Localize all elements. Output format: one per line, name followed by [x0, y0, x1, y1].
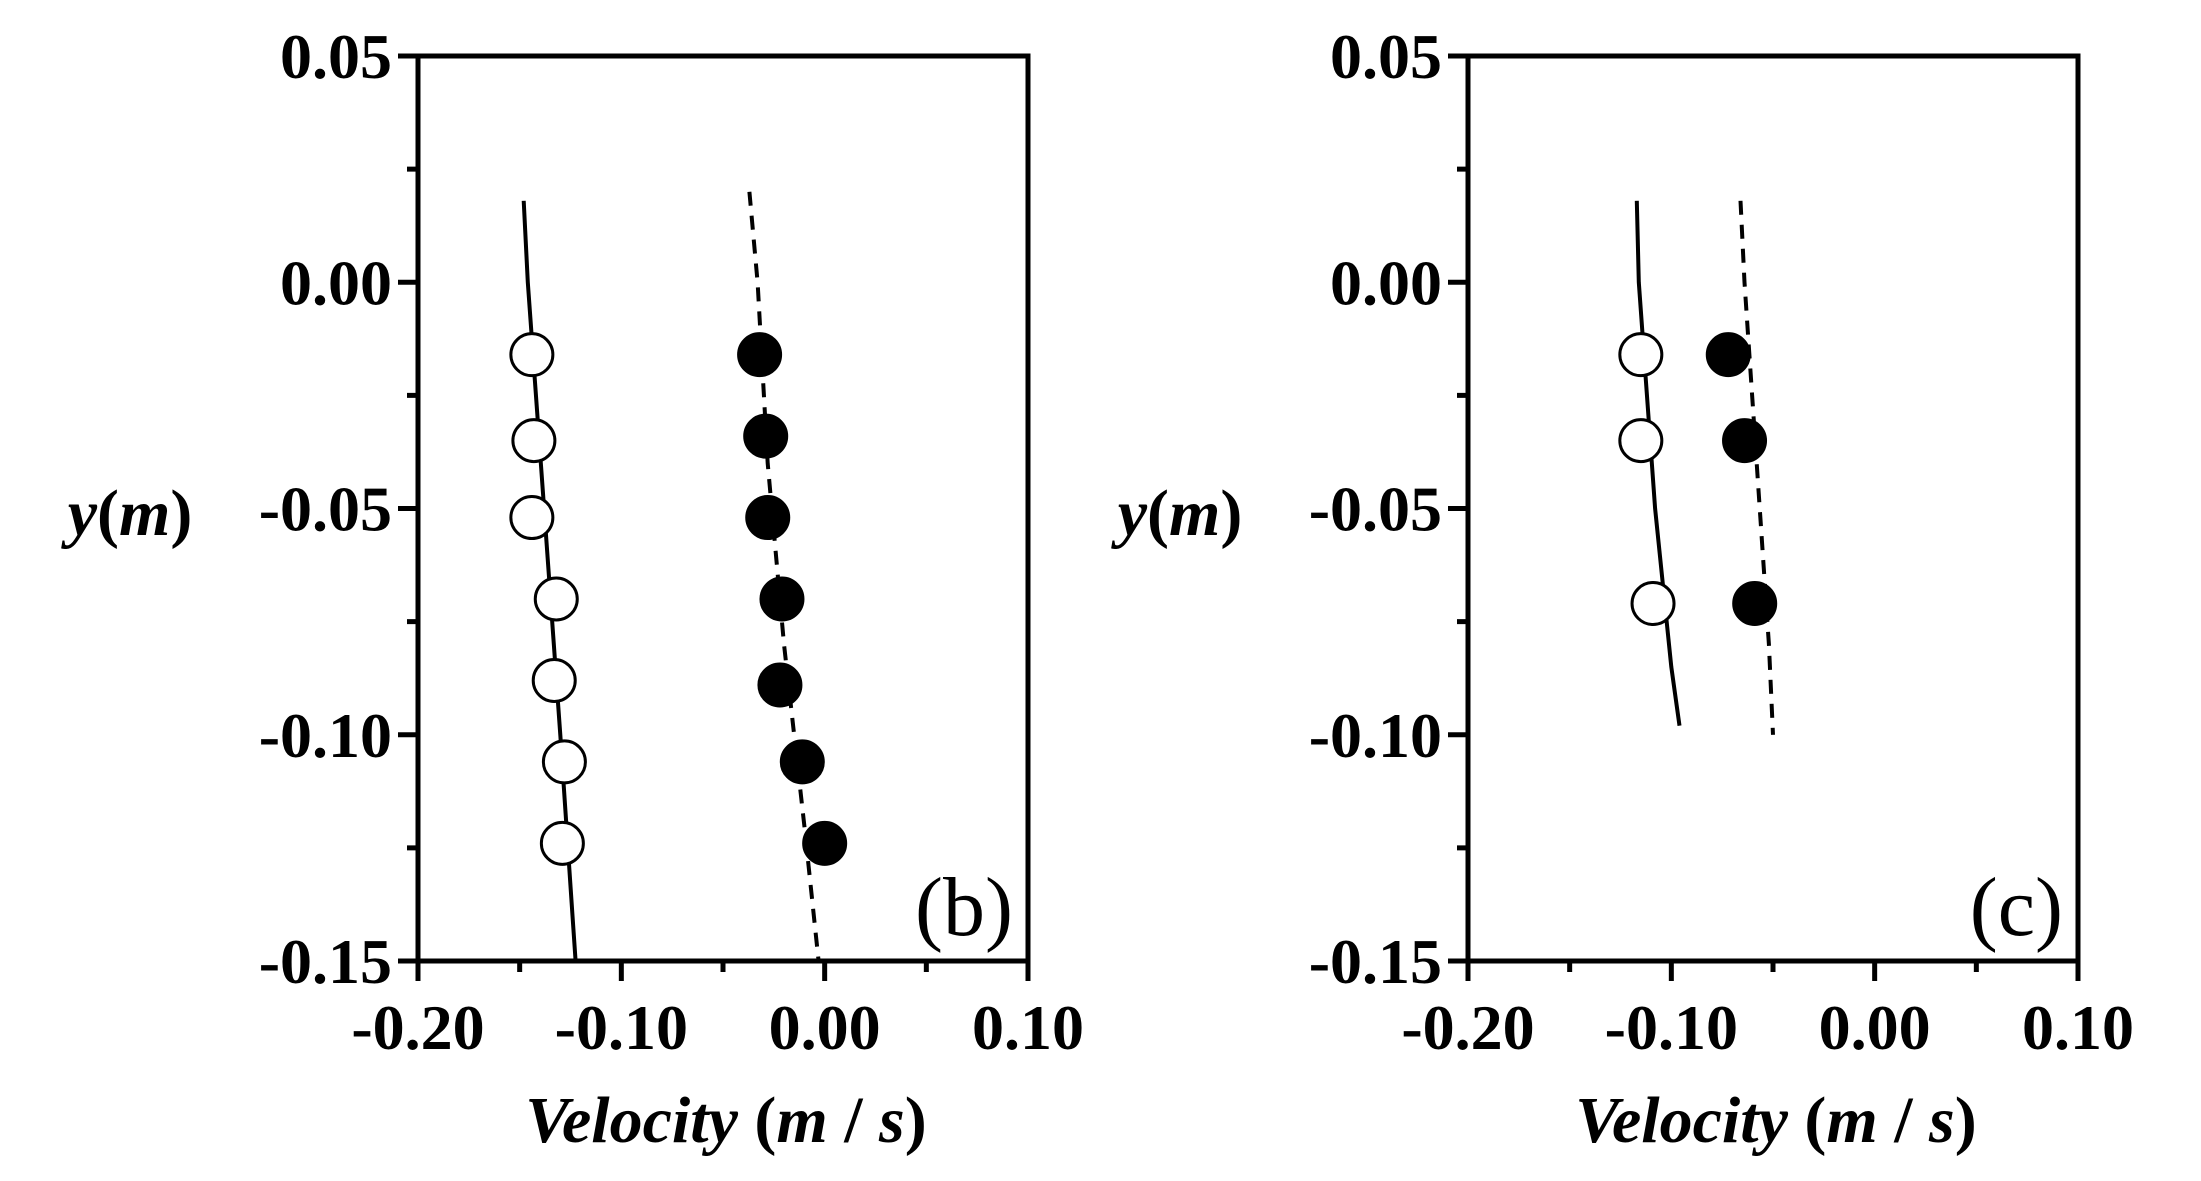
x-tick-label: -0.10: [555, 992, 688, 1063]
open-circle-point: [1618, 332, 1664, 378]
axis-ticks: [398, 53, 1031, 981]
y-tick-label: -0.05: [259, 474, 392, 545]
y-tick-label: 0.00: [280, 247, 392, 318]
x-tick-label: 0.10: [972, 992, 1084, 1063]
y-tick-label: -0.15: [259, 926, 392, 997]
x-tick-label: -0.20: [1401, 992, 1534, 1063]
y-tick-label: -0.10: [1309, 700, 1442, 771]
y-tick-label: -0.05: [1309, 474, 1442, 545]
panel-label: (b): [915, 861, 1013, 954]
open-circle-point: [531, 657, 577, 703]
panel-b: 0.05 0.00 -0.05 -0.10 -0.15-0.20 -0.10 0.00 0.1…: [61, 21, 1084, 1157]
filled-circle-point: [745, 495, 791, 541]
open-circle-point: [541, 739, 587, 785]
open-circle-point: [1618, 418, 1664, 464]
y-tick-label: -0.15: [1309, 926, 1442, 997]
filled-circle-point: [743, 413, 789, 459]
y-axis-title: y(m): [61, 477, 193, 550]
panel-label: (c): [1970, 861, 2063, 954]
data-markers: [509, 332, 848, 866]
y-tick-label: -0.10: [259, 700, 392, 771]
open-circle-point: [533, 576, 579, 622]
plot-frame: [1465, 53, 2081, 964]
open-circle-point: [511, 418, 557, 464]
solid-line: [1634, 200, 1682, 726]
filled-circle-point: [757, 662, 803, 708]
filled-circle-point: [1732, 581, 1778, 627]
axis-tick-labels: 0.05 0.00 -0.05 -0.10 -0.15-0.20 -0.10 0.00 0.1…: [1309, 21, 2134, 1063]
x-tick-label: 0.00: [769, 992, 881, 1063]
x-axis-title: Velocity (m / s): [1575, 1084, 1976, 1157]
data-markers: [1618, 332, 1778, 627]
y-axis-title: y(m): [1111, 477, 1243, 550]
dashed-line: [1738, 200, 1775, 735]
y-tick-label: 0.05: [280, 21, 392, 92]
filled-circle-point: [802, 820, 848, 866]
open-circle-point: [509, 495, 555, 541]
fit-lines: [1634, 200, 1775, 735]
axis-tick-labels: 0.05 0.00 -0.05 -0.10 -0.15-0.20 -0.10 0.00 0.1…: [259, 21, 1084, 1063]
y-tick-label: 0.00: [1330, 247, 1442, 318]
filled-circle-point: [1705, 332, 1751, 378]
open-circle-point: [1630, 581, 1676, 627]
x-tick-label: 0.00: [1819, 992, 1931, 1063]
filled-circle-point: [1722, 418, 1768, 464]
filled-circle-point: [779, 739, 825, 785]
open-circle-point: [509, 332, 555, 378]
filled-circle-point: [759, 576, 805, 622]
x-tick-label: -0.20: [351, 992, 484, 1063]
x-tick-label: 0.10: [2022, 992, 2134, 1063]
panel-c: 0.05 0.00 -0.05 -0.10 -0.15-0.20 -0.10 0.00 0.1…: [1111, 21, 2134, 1157]
filled-circle-point: [737, 332, 783, 378]
open-circle-point: [539, 820, 585, 866]
plot-frame: [415, 53, 1031, 964]
y-tick-label: 0.05: [1330, 21, 1442, 92]
solid-line: [521, 200, 578, 962]
x-tick-label: -0.10: [1605, 992, 1738, 1063]
x-axis-title: Velocity (m / s): [525, 1084, 926, 1157]
axis-ticks: [1448, 53, 2081, 981]
